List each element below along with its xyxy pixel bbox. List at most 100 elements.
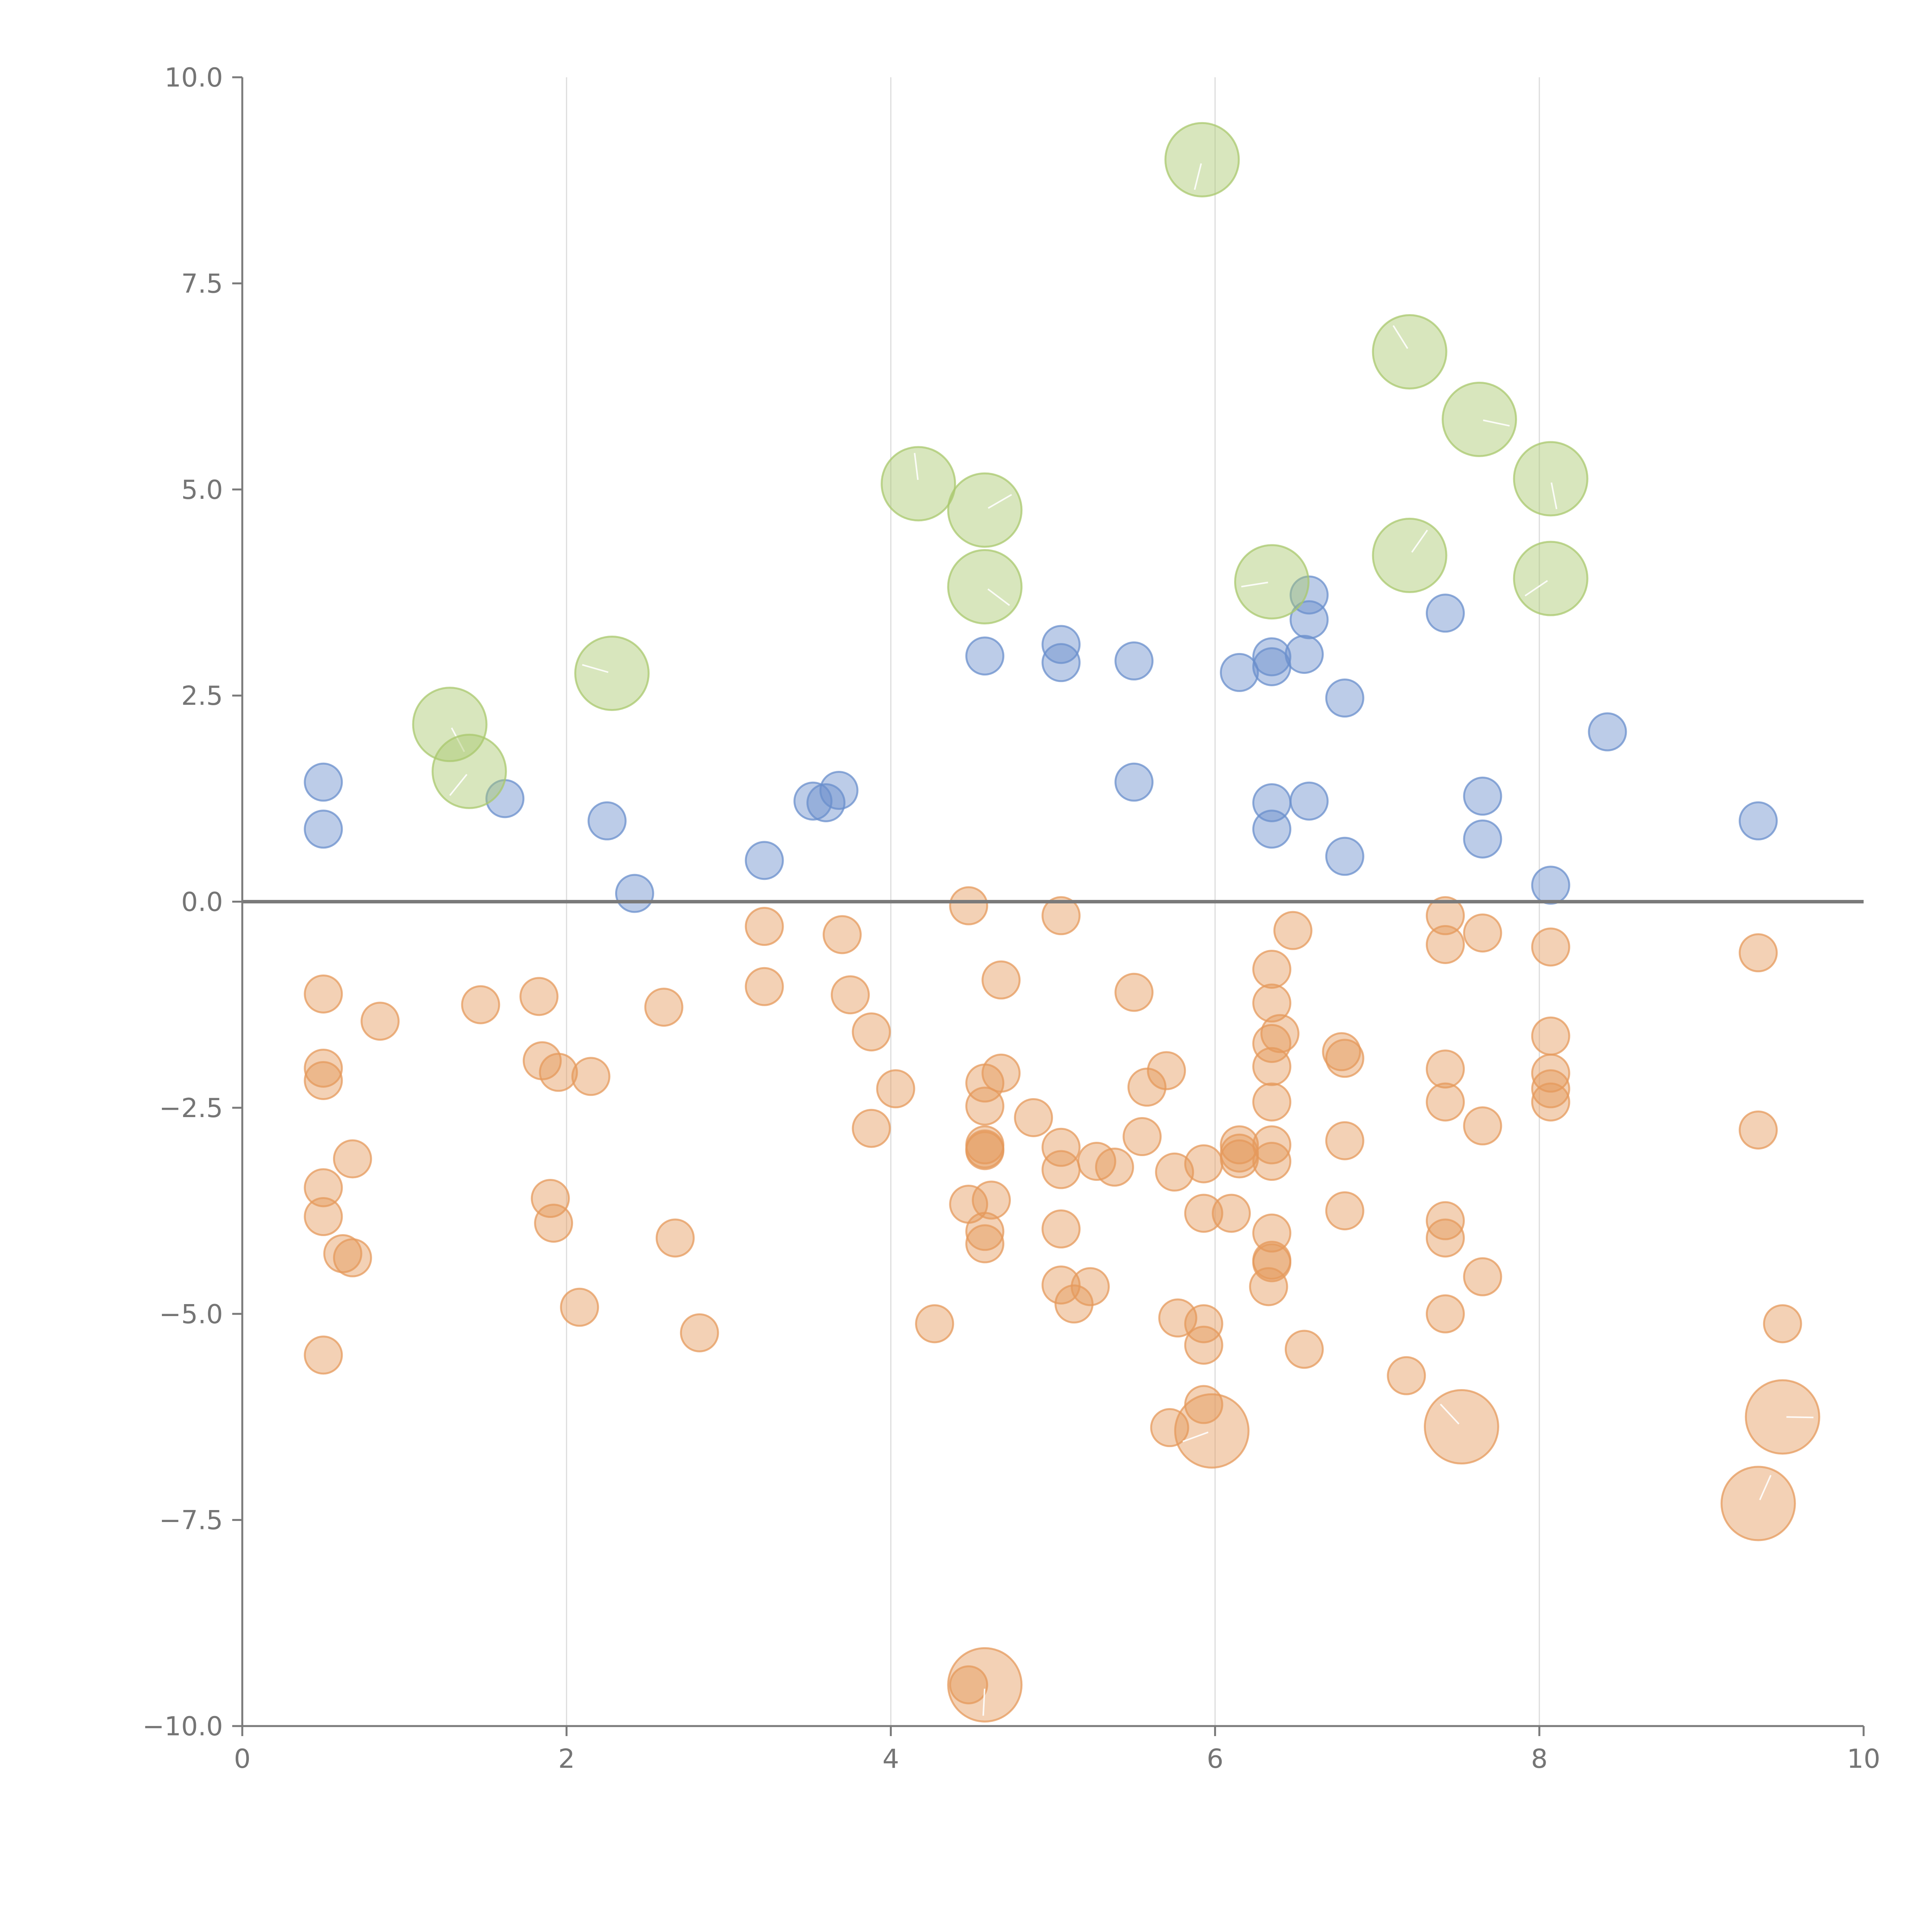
bubble-highlight	[987, 588, 1010, 606]
bubble-highlight	[1182, 1431, 1209, 1442]
data-point	[655, 1218, 695, 1258]
data-point	[1150, 1408, 1189, 1447]
bubble-highlight	[451, 727, 465, 752]
data-point	[1325, 1121, 1364, 1160]
large-bubble	[1164, 122, 1240, 197]
data-point	[1531, 1082, 1570, 1122]
data-point	[1127, 1068, 1167, 1107]
data-point	[361, 1002, 400, 1041]
bubble-highlight	[1551, 482, 1558, 509]
data-point	[1531, 1016, 1570, 1056]
data-point	[1071, 1267, 1110, 1306]
data-point	[1289, 600, 1329, 639]
data-point	[1252, 810, 1291, 849]
data-point	[615, 874, 654, 913]
y-tick-label: 0.0	[181, 887, 223, 918]
large-bubble	[412, 687, 488, 762]
large-bubble	[881, 446, 956, 522]
data-point	[1184, 1304, 1223, 1344]
data-point	[1325, 1039, 1364, 1078]
data-point	[745, 907, 784, 946]
data-point	[1114, 641, 1154, 681]
data-point	[1425, 925, 1465, 964]
data-point	[1095, 1147, 1134, 1187]
bubble-highlight	[1411, 529, 1428, 553]
data-point	[1252, 1082, 1291, 1122]
data-point	[981, 1053, 1021, 1093]
large-bubble	[574, 636, 650, 711]
data-point	[1325, 837, 1364, 876]
data-point	[1014, 1098, 1053, 1137]
large-bubble	[1372, 314, 1447, 389]
data-point	[1249, 1267, 1288, 1306]
data-point	[1322, 1032, 1361, 1071]
data-point	[644, 988, 684, 1027]
data-point	[1425, 1294, 1465, 1333]
data-point	[304, 1061, 343, 1100]
data-point	[1252, 1047, 1291, 1086]
data-point	[852, 1012, 891, 1052]
data-point	[1425, 896, 1465, 935]
large-bubble	[1720, 1466, 1796, 1541]
data-point	[949, 1665, 988, 1704]
data-point	[1184, 1144, 1223, 1184]
data-point	[1220, 1133, 1259, 1173]
data-point	[587, 801, 627, 840]
data-point	[1184, 1194, 1223, 1233]
data-point	[1425, 594, 1465, 633]
data-point	[793, 781, 833, 821]
data-point	[831, 975, 870, 1015]
data-point	[745, 967, 784, 1006]
data-point	[972, 1180, 1011, 1220]
data-point	[1184, 1325, 1223, 1365]
data-point	[1212, 1194, 1251, 1233]
data-point	[1425, 1201, 1465, 1240]
x-tick-label: 4	[883, 1744, 899, 1774]
data-point	[1463, 1257, 1502, 1296]
data-point	[304, 974, 343, 1014]
data-point	[1260, 1014, 1299, 1053]
data-point	[323, 1234, 362, 1274]
data-point	[1041, 896, 1081, 935]
data-point	[1252, 1142, 1291, 1181]
large-bubble	[1513, 541, 1588, 616]
data-point	[915, 1304, 954, 1344]
data-point	[1763, 1304, 1802, 1344]
data-point	[876, 1069, 915, 1109]
y-tick-label: 2.5	[181, 681, 223, 711]
large-bubble	[1423, 1389, 1499, 1465]
data-point	[1738, 801, 1778, 840]
data-point	[1325, 1191, 1364, 1231]
data-point	[965, 1131, 1005, 1170]
large-bubble	[1372, 517, 1447, 593]
ticks-layer: 0 2 4 6 8 10 10.0 7.5 5.0 2.5 0.0 −2.5 −5.0 −7.5 −10.0	[143, 63, 1881, 1774]
large-bubble	[947, 472, 1023, 548]
data-point	[1054, 1284, 1094, 1324]
data-point	[1284, 634, 1324, 674]
y-tick-label: −5.0	[159, 1299, 223, 1330]
data-point	[461, 985, 500, 1024]
y-tick-label: −2.5	[159, 1093, 223, 1124]
data-point	[1041, 643, 1081, 682]
data-point	[680, 1313, 719, 1352]
large-bubble	[947, 549, 1023, 625]
data-point	[819, 770, 859, 810]
y-tick-label: −7.5	[159, 1505, 223, 1536]
data-point	[333, 1139, 372, 1179]
data-point	[1284, 1330, 1324, 1369]
large-bubble	[1234, 544, 1310, 620]
points-layer	[304, 122, 1820, 1723]
data-point	[1463, 913, 1502, 953]
data-point	[1252, 949, 1291, 989]
y-tick-label: 7.5	[181, 269, 223, 299]
data-point	[1114, 973, 1154, 1012]
data-point	[1041, 1209, 1081, 1248]
x-tick-label: 8	[1531, 1744, 1548, 1774]
data-point	[1041, 1265, 1081, 1305]
bubble-highlight	[1393, 325, 1408, 349]
bubble-highlight	[582, 664, 609, 673]
bubble-highlight	[1759, 1475, 1772, 1500]
bubble-highlight	[449, 774, 468, 796]
bubble-highlight	[1524, 580, 1548, 597]
data-point	[981, 960, 1021, 1000]
